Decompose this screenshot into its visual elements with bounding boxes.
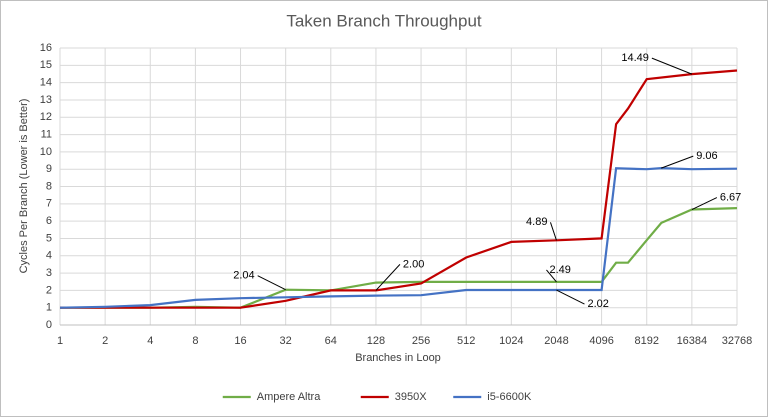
x-tick-label: 16 (234, 335, 246, 347)
data-label: 2.04 (233, 270, 254, 282)
legend-label: Ampere Altra (257, 391, 321, 403)
y-tick-label: 4 (46, 250, 52, 262)
y-tick-label: 12 (40, 111, 52, 123)
x-tick-label: 128 (367, 335, 385, 347)
x-tick-label: 2 (102, 335, 108, 347)
x-tick-label: 512 (457, 335, 475, 347)
y-tick-label: 8 (46, 180, 52, 192)
x-tick-label: 256 (412, 335, 430, 347)
x-tick-label: 8192 (634, 335, 658, 347)
y-tick-label: 5 (46, 232, 52, 244)
x-tick-label: 32768 (722, 335, 753, 347)
x-tick-label: 16384 (677, 335, 708, 347)
y-tick-label: 3 (46, 267, 52, 279)
leader-line (549, 222, 557, 241)
y-tick-label: 0 (46, 319, 52, 331)
y-tick-label: 13 (40, 94, 52, 106)
y-tick-label: 6 (46, 215, 52, 227)
leader-line (375, 264, 401, 291)
data-label: 2.00 (403, 258, 424, 270)
x-tick-label: 4096 (589, 335, 613, 347)
leader-line (651, 57, 693, 75)
leader-line (661, 155, 694, 169)
x-tick-label: 1 (57, 335, 63, 347)
series-line (60, 69, 738, 309)
x-tick-label: 64 (325, 335, 337, 347)
y-tick-label: 11 (41, 128, 52, 140)
data-label: 14.49 (621, 52, 649, 64)
data-label: 6.67 (720, 191, 741, 203)
data-label: 2.02 (587, 298, 608, 310)
y-tick-label: 14 (40, 77, 52, 89)
leader-line (691, 197, 718, 210)
chart-title: Taken Branch Throughput (286, 11, 482, 30)
y-tick-label: 15 (40, 59, 52, 71)
y-tick-label: 2 (46, 284, 52, 296)
x-tick-label: 2048 (544, 335, 568, 347)
leader-line (556, 289, 585, 305)
leader-line (546, 269, 557, 283)
x-tick-label: 4 (147, 335, 153, 347)
y-tick-label: 1 (46, 302, 52, 314)
data-label: 4.89 (526, 216, 547, 228)
y-tick-label: 9 (46, 163, 52, 175)
x-tick-label: 8 (192, 335, 198, 347)
x-tick-label: 1024 (499, 335, 523, 347)
y-tick-label: 16 (40, 42, 52, 54)
legend-label: 3950X (395, 391, 427, 403)
x-tick-label: 32 (280, 335, 292, 347)
y-tick-label: 10 (40, 146, 52, 158)
x-axis-title: Branches in Loop (355, 352, 441, 364)
data-label: 9.06 (696, 150, 717, 162)
series-line (59, 166, 738, 309)
y-tick-label: 7 (46, 198, 52, 210)
leader-line (257, 275, 286, 291)
data-label: 2.49 (549, 264, 570, 276)
legend-label: i5-6600K (487, 391, 532, 403)
y-axis-title: Cycles Per Branch (Lower is Better) (18, 99, 30, 274)
